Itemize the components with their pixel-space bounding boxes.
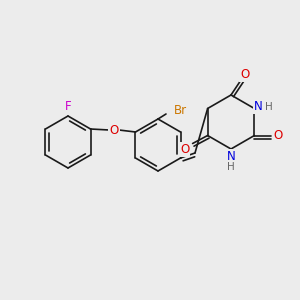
Text: N: N — [226, 151, 236, 164]
Text: Br: Br — [174, 104, 187, 118]
Text: O: O — [110, 124, 118, 136]
Text: O: O — [240, 68, 250, 80]
Text: N: N — [254, 100, 263, 113]
Text: H: H — [265, 101, 272, 112]
Text: O: O — [274, 129, 283, 142]
Text: H: H — [227, 162, 235, 172]
Text: F: F — [65, 100, 71, 113]
Text: O: O — [180, 143, 189, 156]
